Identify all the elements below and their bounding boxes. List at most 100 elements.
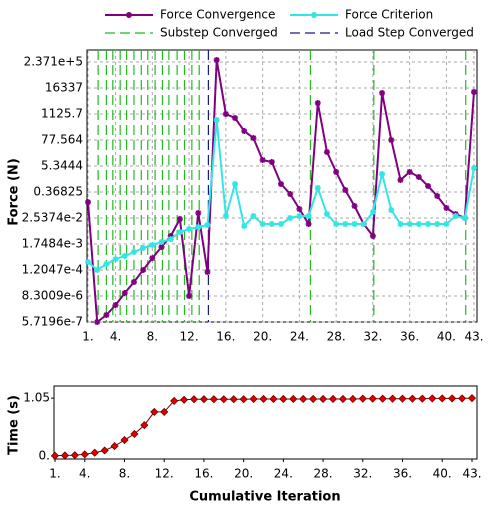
point	[398, 394, 407, 403]
point	[369, 209, 376, 216]
point	[305, 220, 312, 227]
y-tick-label: 5.7196e-7	[22, 315, 83, 329]
x-tick-label: 12.	[155, 467, 174, 481]
y-axis-label: Force (N)	[7, 158, 22, 226]
y-tick-label: 1.05	[23, 391, 50, 405]
x-tick-label: 40.	[437, 330, 456, 344]
point	[415, 220, 422, 227]
legend-label: Force Criterion	[345, 8, 433, 22]
point	[140, 421, 149, 430]
legend-marker	[126, 12, 132, 18]
point	[120, 435, 129, 445]
point	[112, 301, 119, 308]
legend-label: Substep Converged	[160, 26, 278, 40]
x-tick-label: 28.	[327, 330, 346, 344]
point	[149, 241, 156, 248]
point	[140, 267, 147, 274]
point	[269, 394, 278, 404]
point	[467, 394, 477, 403]
point	[213, 57, 220, 64]
point	[195, 224, 202, 231]
x-tick-label: 43.	[462, 467, 481, 481]
point	[213, 117, 220, 124]
point	[176, 215, 183, 222]
point	[279, 394, 288, 404]
y-tick-label: 1125.7	[41, 106, 83, 120]
y-tick-label: 2.371e+5	[24, 55, 83, 69]
point	[204, 269, 211, 276]
y-tick-label: 5.3444	[41, 159, 83, 173]
point	[85, 199, 91, 206]
point	[418, 394, 427, 403]
point	[368, 394, 377, 403]
legend-label: Force Convergence	[160, 8, 275, 22]
point	[232, 180, 239, 187]
point	[358, 394, 367, 403]
x-tick-label: 43.	[464, 330, 483, 344]
point	[328, 394, 338, 404]
point	[186, 293, 193, 300]
point	[333, 168, 340, 175]
point	[259, 220, 266, 227]
point	[100, 446, 109, 455]
point	[428, 394, 437, 403]
point	[121, 252, 128, 259]
point	[333, 220, 340, 227]
point	[94, 318, 101, 325]
point	[296, 213, 303, 220]
x-tick-label: 20.	[253, 330, 272, 344]
point	[348, 394, 357, 404]
point	[249, 394, 258, 404]
point	[50, 451, 60, 460]
x-tick-label: 8.	[119, 467, 130, 481]
x-tick-label: 1.	[49, 467, 60, 481]
point	[80, 450, 89, 459]
x-tick-label: 16.	[216, 330, 235, 344]
point	[434, 220, 441, 227]
x-tick-label: 36.	[393, 467, 412, 481]
point	[443, 220, 450, 227]
x-tick-label: 1.	[82, 330, 93, 344]
point	[103, 261, 110, 268]
point	[438, 394, 447, 403]
point	[186, 225, 193, 232]
point	[268, 158, 275, 165]
point	[425, 220, 432, 227]
legend-marker	[311, 12, 317, 18]
point	[167, 236, 174, 243]
point	[452, 213, 459, 220]
point	[160, 407, 169, 416]
point	[379, 170, 386, 177]
point	[351, 203, 358, 210]
point	[415, 174, 422, 181]
y-tick-label: 0.36825	[33, 185, 83, 199]
point	[130, 248, 137, 255]
point	[250, 213, 257, 220]
point	[204, 221, 211, 228]
point	[289, 394, 298, 404]
point	[299, 394, 308, 404]
point	[232, 114, 239, 121]
point	[140, 244, 147, 251]
point	[314, 184, 321, 191]
legend-label: Load Step Converged	[345, 26, 474, 40]
point	[150, 407, 159, 416]
point	[195, 210, 202, 217]
point	[222, 111, 229, 118]
point	[278, 180, 284, 187]
point	[278, 220, 284, 227]
point	[60, 451, 69, 460]
x-tick-label: 24.	[290, 330, 309, 344]
x-tick-label: 40.	[433, 467, 452, 481]
x-tick-label: 36.	[400, 330, 419, 344]
point	[268, 220, 275, 227]
point	[448, 394, 457, 403]
point	[471, 89, 477, 96]
point	[70, 451, 79, 460]
point	[360, 220, 367, 227]
point	[408, 394, 417, 403]
point	[241, 223, 248, 230]
point	[314, 100, 321, 107]
point	[259, 157, 266, 164]
